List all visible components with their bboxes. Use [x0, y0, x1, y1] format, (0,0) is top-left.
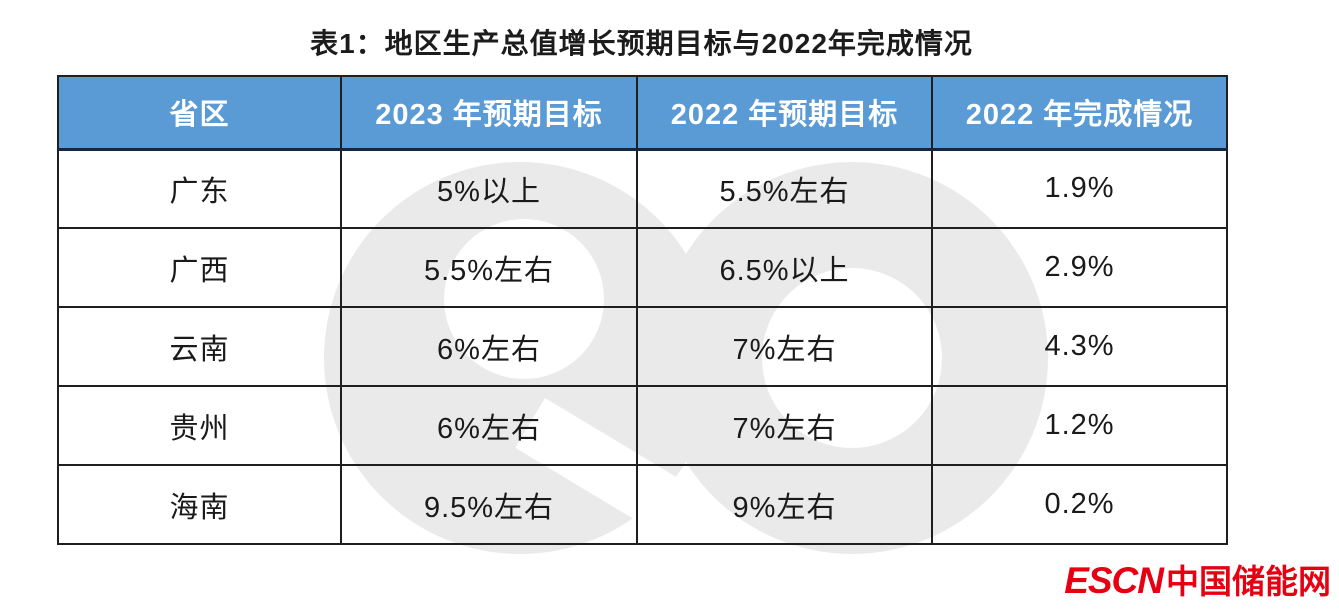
table-row: 贵州 6%左右 7%左右 1.2% [57, 385, 1228, 466]
cell-2023-target: 5.5%左右 [340, 227, 638, 308]
header-2022-actual: 2022 年完成情况 [931, 75, 1228, 151]
cell-2022-target: 6.5%以上 [636, 227, 933, 308]
cell-2023-target: 5%以上 [340, 148, 638, 229]
cell-2022-target: 7%左右 [636, 385, 933, 466]
cell-2022-actual: 4.3% [931, 306, 1228, 387]
cell-province: 广西 [57, 227, 342, 308]
escn-logo-latin: ESCN [1064, 560, 1164, 601]
table-title: 表1：地区生产总值增长预期目标与2022年完成情况 [310, 28, 973, 59]
table-row: 云南 6%左右 7%左右 4.3% [57, 306, 1228, 387]
cell-2022-actual: 1.9% [931, 148, 1228, 229]
header-2022-target: 2022 年预期目标 [636, 75, 933, 151]
escn-logo: ESCN 中国储能网 [1064, 555, 1331, 603]
cell-province: 海南 [57, 464, 342, 545]
header-2023-target: 2023 年预期目标 [340, 75, 638, 151]
cell-2022-target: 5.5%左右 [636, 148, 933, 229]
table-row: 海南 9.5%左右 9%左右 0.2% [57, 464, 1228, 545]
cell-2023-target: 6%左右 [340, 385, 638, 466]
cell-province: 贵州 [57, 385, 342, 466]
cell-province: 广东 [57, 148, 342, 229]
cell-2022-target: 9%左右 [636, 464, 933, 545]
table-header-row: 省区 2023 年预期目标 2022 年预期目标 2022 年完成情况 [57, 75, 1228, 151]
cell-2022-actual: 1.2% [931, 385, 1228, 466]
escn-logo-chinese: 中国储能网 [1166, 563, 1331, 600]
header-province: 省区 [57, 75, 342, 151]
cell-2023-target: 9.5%左右 [340, 464, 638, 545]
table-row: 广西 5.5%左右 6.5%以上 2.9% [57, 227, 1228, 308]
cell-2022-actual: 2.9% [931, 227, 1228, 308]
table-row: 广东 5%以上 5.5%左右 1.9% [57, 148, 1228, 229]
cell-2022-target: 7%左右 [636, 306, 933, 387]
cell-2022-actual: 0.2% [931, 464, 1228, 545]
gdp-growth-table: 省区 2023 年预期目标 2022 年预期目标 2022 年完成情况 广东 5… [57, 75, 1228, 545]
cell-province: 云南 [57, 306, 342, 387]
cell-2023-target: 6%左右 [340, 306, 638, 387]
